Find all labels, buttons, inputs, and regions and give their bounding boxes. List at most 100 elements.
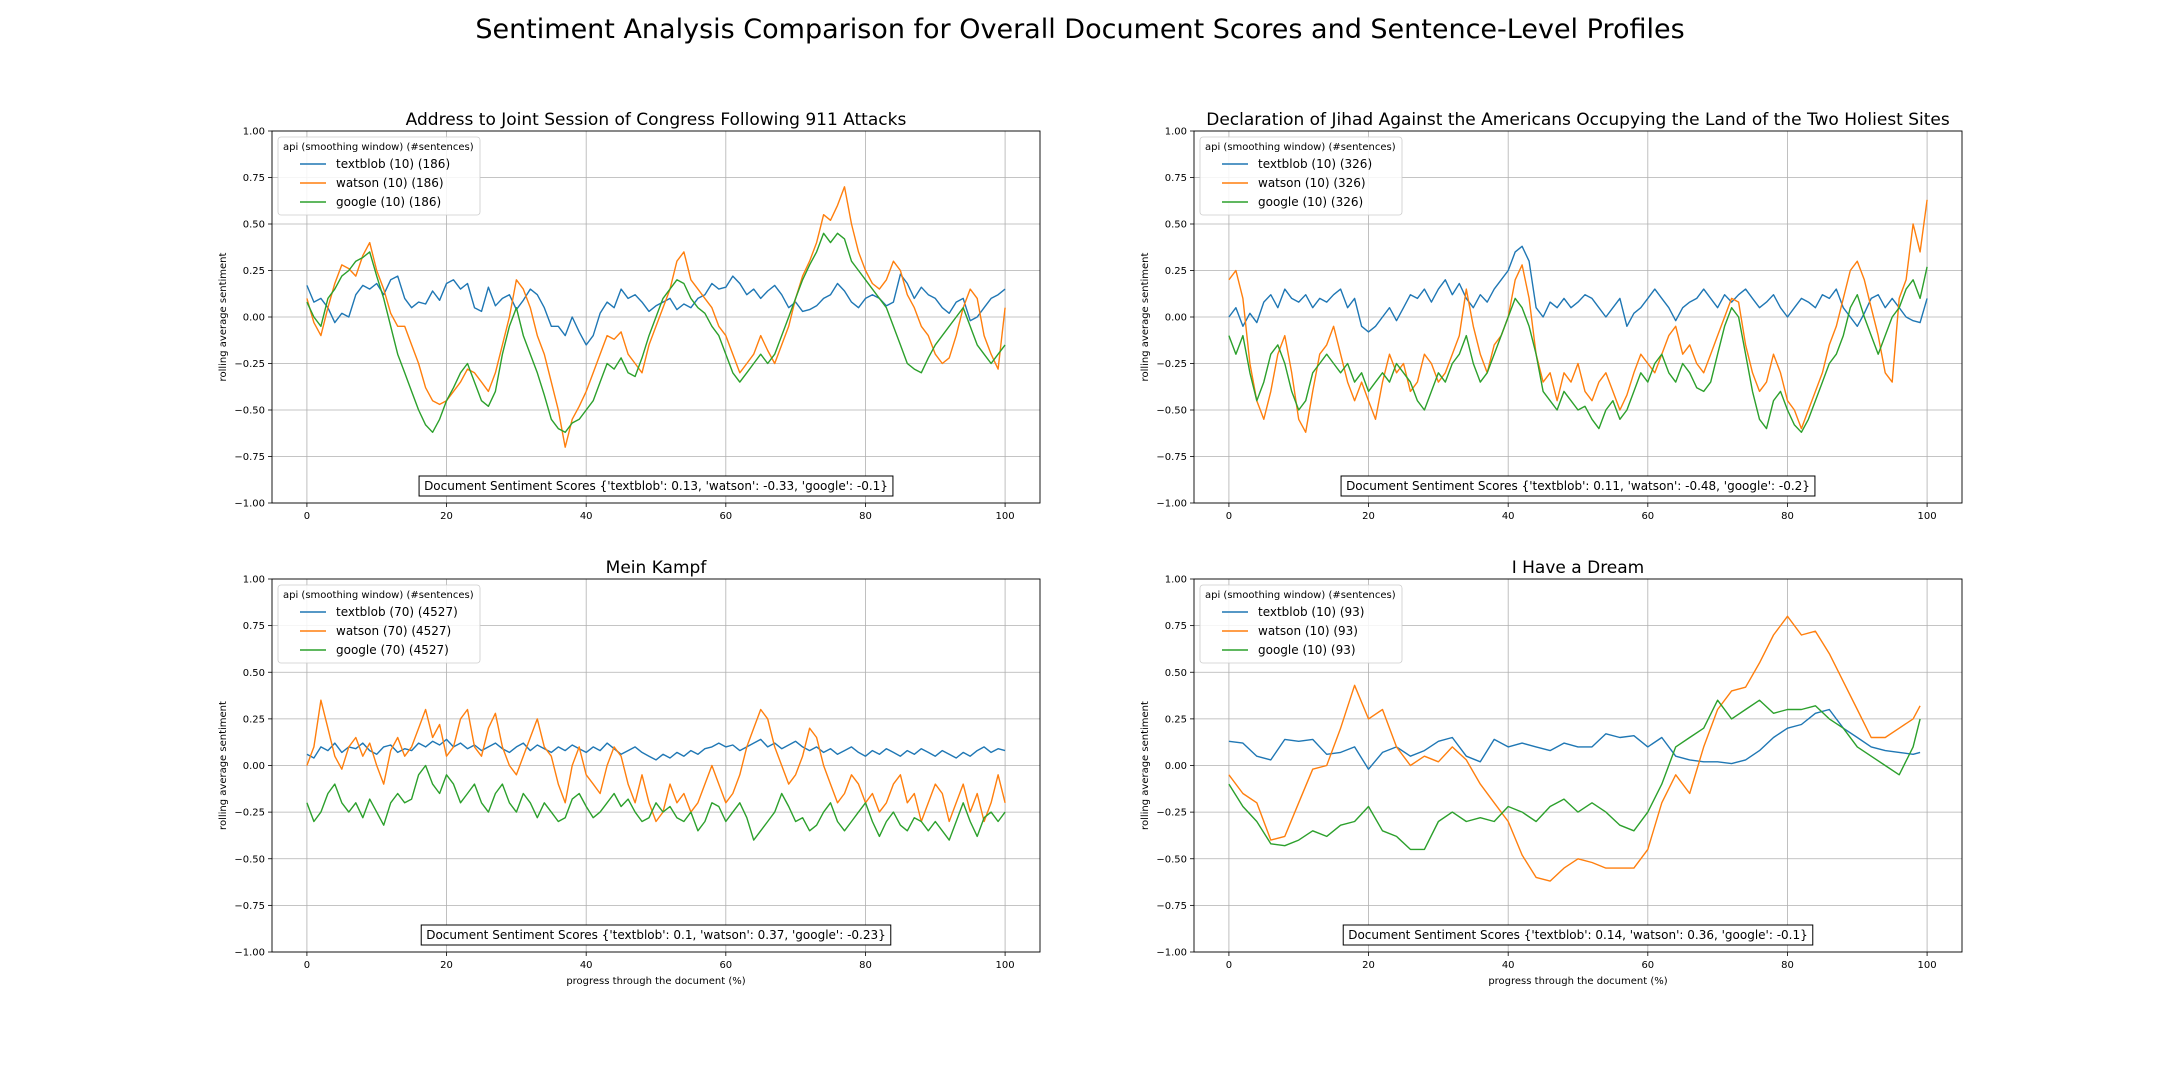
- y-tick-label: 1.00: [243, 575, 265, 586]
- legend-entry-google: google (10) (93): [1258, 643, 1356, 657]
- y-tick-label: −0.75: [234, 901, 265, 912]
- x-axis-label: progress through the document (%): [566, 976, 745, 987]
- annotation-text: Document Sentiment Scores {'textblob': 0…: [424, 479, 888, 493]
- legend-entry-textblob: textblob (10) (186): [336, 157, 450, 171]
- annotation-box: [420, 924, 892, 946]
- x-tick-label: 80: [1781, 960, 1794, 971]
- y-tick-label: 0.75: [243, 173, 265, 184]
- y-tick-label: −0.25: [234, 808, 265, 819]
- y-tick-label: −0.25: [1156, 808, 1187, 819]
- series-line-watson: [1228, 199, 1928, 433]
- y-tick-label: 0.75: [1165, 173, 1187, 184]
- legend-entry-textblob: textblob (10) (326): [1258, 157, 1372, 171]
- legend-entry-google: google (70) (4527): [336, 643, 449, 657]
- y-tick-label: −0.50: [1156, 406, 1187, 417]
- legend-box: [1199, 136, 1403, 216]
- series-line-textblob: [306, 738, 1006, 761]
- x-tick-label: 20: [1362, 960, 1375, 971]
- series-line-textblob: [306, 273, 1006, 346]
- x-tick-label: 40: [580, 960, 593, 971]
- annotation-box: [1342, 924, 1814, 946]
- legend-entry-watson: watson (10) (326): [1258, 176, 1366, 190]
- y-tick-label: 0.50: [1165, 668, 1187, 679]
- legend-entry-watson: watson (10) (93): [1258, 624, 1358, 638]
- y-tick-label: 0.50: [243, 220, 265, 231]
- x-tick-label: 20: [440, 960, 453, 971]
- annotation-box: [418, 475, 894, 497]
- y-tick-label: 0.25: [243, 266, 265, 277]
- y-axis-label: rolling average sentiment: [1140, 701, 1151, 830]
- legend-entry-textblob: textblob (10) (93): [1258, 605, 1365, 619]
- axes-frame: [271, 130, 1041, 504]
- x-tick-label: 80: [859, 511, 872, 522]
- legend-box: [277, 584, 481, 664]
- legend-entry-textblob: textblob (70) (4527): [336, 605, 458, 619]
- y-tick-label: −1.00: [234, 499, 265, 510]
- y-tick-label: 0.25: [243, 714, 265, 725]
- legend-title: api (smoothing window) (#sentences): [1205, 590, 1396, 601]
- y-tick-label: −0.50: [234, 406, 265, 417]
- y-axis-label: rolling average sentiment: [218, 252, 229, 381]
- y-tick-label: 0.25: [1165, 266, 1187, 277]
- x-tick-label: 40: [580, 511, 593, 522]
- y-tick-label: 0.00: [1165, 313, 1187, 324]
- document-score-annotation: Document Sentiment Scores {'textblob': 0…: [418, 475, 894, 497]
- axes-frame: [1193, 578, 1963, 953]
- x-tick-label: 60: [1641, 511, 1654, 522]
- series-line-watson: [306, 186, 1006, 448]
- y-tick-label: 0.00: [1165, 761, 1187, 772]
- legend-title: api (smoothing window) (#sentences): [1205, 142, 1396, 153]
- series-line-google: [1228, 699, 1921, 851]
- figure-title: Sentiment Analysis Comparison for Overal…: [475, 14, 1685, 45]
- y-tick-label: −1.00: [1156, 499, 1187, 510]
- axes-frame: [271, 578, 1041, 953]
- y-tick-label: −0.50: [234, 854, 265, 865]
- legend-box: [277, 136, 481, 216]
- x-tick-label: 80: [1781, 511, 1794, 522]
- document-score-annotation: Document Sentiment Scores {'textblob': 0…: [420, 924, 892, 946]
- y-tick-label: 1.00: [1165, 575, 1187, 586]
- y-tick-label: −0.75: [1156, 452, 1187, 463]
- x-tick-label: 0: [304, 960, 310, 971]
- document-score-annotation: Document Sentiment Scores {'textblob': 0…: [1342, 924, 1814, 946]
- x-tick-label: 0: [304, 511, 310, 522]
- y-tick-label: 1.00: [243, 127, 265, 138]
- x-tick-label: 100: [1918, 960, 1937, 971]
- y-tick-label: 0.50: [1165, 220, 1187, 231]
- y-tick-label: −0.25: [234, 359, 265, 370]
- y-tick-label: 0.50: [243, 668, 265, 679]
- legend-entry-watson: watson (70) (4527): [336, 624, 451, 638]
- y-tick-label: −0.50: [1156, 854, 1187, 865]
- legend: api (smoothing window) (#sentences) textb…: [277, 584, 481, 664]
- subplot-title: Mein Kampf: [606, 558, 708, 578]
- x-axis-label: progress through the document (%): [1488, 976, 1667, 987]
- x-tick-label: 100: [996, 960, 1015, 971]
- y-tick-label: −0.25: [1156, 359, 1187, 370]
- legend: api (smoothing window) (#sentences) textb…: [1199, 584, 1403, 664]
- annotation-text: Document Sentiment Scores {'textblob': 0…: [1348, 928, 1808, 942]
- x-tick-label: 60: [1641, 960, 1654, 971]
- y-tick-label: −1.00: [234, 948, 265, 959]
- legend: api (smoothing window) (#sentences) textb…: [1199, 136, 1403, 216]
- y-axis-label: rolling average sentiment: [1140, 252, 1151, 381]
- x-tick-label: 80: [859, 960, 872, 971]
- subplot-4: 0 20 40 60 80 100 1.00 0.75 0.50 0.25 0.00 −0.25 −0.…: [1140, 558, 1963, 987]
- x-tick-label: 100: [1918, 511, 1937, 522]
- x-tick-label: 40: [1502, 511, 1515, 522]
- y-tick-label: 0.25: [1165, 714, 1187, 725]
- x-tick-label: 0: [1226, 960, 1232, 971]
- annotation-text: Document Sentiment Scores {'textblob': 0…: [426, 928, 886, 942]
- y-tick-label: 0.00: [243, 313, 265, 324]
- axes-frame: [1193, 130, 1963, 504]
- legend-entry-google: google (10) (186): [336, 195, 441, 209]
- y-tick-label: 0.00: [243, 761, 265, 772]
- x-tick-label: 60: [719, 960, 732, 971]
- legend-entry-google: google (10) (326): [1258, 195, 1363, 209]
- x-tick-label: 40: [1502, 960, 1515, 971]
- legend-title: api (smoothing window) (#sentences): [283, 142, 474, 153]
- x-tick-label: 0: [1226, 511, 1232, 522]
- legend-entry-watson: watson (10) (186): [336, 176, 444, 190]
- legend-title: api (smoothing window) (#sentences): [283, 590, 474, 601]
- document-score-annotation: Document Sentiment Scores {'textblob': 0…: [1340, 475, 1816, 497]
